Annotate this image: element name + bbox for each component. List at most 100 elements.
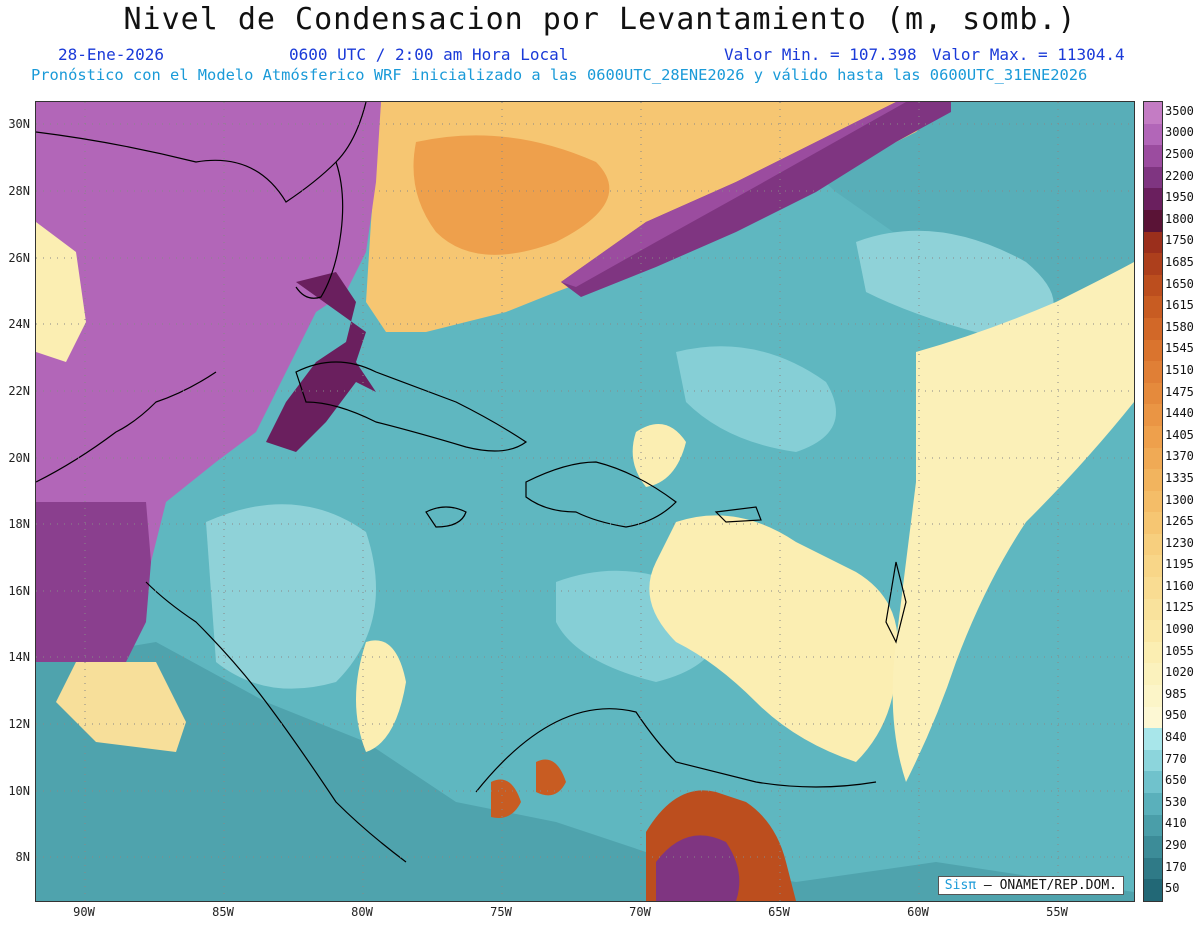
coastlines: [36, 102, 907, 863]
forecast-date: 28-Ene-2026: [58, 45, 164, 64]
color-legend: [1143, 101, 1163, 902]
lon-label: 70W: [629, 905, 651, 919]
legend-label: 1580: [1165, 319, 1194, 334]
legend-label: 410: [1165, 816, 1187, 831]
lat-label: 8N: [15, 850, 30, 864]
legend-swatch: [1144, 771, 1162, 794]
orange-core-atlantic: [413, 135, 610, 255]
legend-swatch: [1144, 317, 1162, 341]
pale-yellow-east: [649, 515, 898, 762]
graticule: [36, 102, 1134, 901]
legend-label: 3000: [1165, 125, 1194, 140]
purple-south-venezuela: [656, 835, 740, 901]
legend-label: 1440: [1165, 406, 1194, 421]
page-title: Nivel de Condensacion por Levantamiento …: [123, 2, 1077, 37]
legend-label: 1615: [1165, 298, 1194, 313]
legend-swatch: [1144, 425, 1162, 448]
legend-swatch: [1144, 706, 1162, 729]
legend-label: 1750: [1165, 233, 1194, 248]
lon-label: 75W: [490, 905, 512, 919]
pale-yellow-far-east: [892, 262, 1134, 782]
legend-label: 1475: [1165, 384, 1194, 399]
credit-logo: Sisπ: [944, 878, 977, 893]
legend-label: 170: [1165, 859, 1187, 874]
legend-swatch: [1144, 166, 1162, 189]
lon-label: 90W: [73, 905, 95, 919]
legend-swatch: [1144, 857, 1162, 880]
forecast-time: 0600 UTC / 2:00 am Hora Local: [289, 45, 569, 64]
legend-label: 1230: [1165, 535, 1194, 550]
legend-swatch: [1144, 188, 1162, 211]
legend-label: 1160: [1165, 578, 1194, 593]
pale-yellow-pacific: [56, 662, 186, 752]
legend-swatch: [1144, 274, 1162, 297]
legend-label: 1405: [1165, 427, 1194, 442]
purple-band-edge: [561, 102, 906, 287]
orange-spot-colombia-2: [536, 759, 566, 796]
legend-label: 1195: [1165, 557, 1194, 572]
legend-swatch: [1144, 382, 1162, 405]
legend-swatch: [1144, 749, 1162, 772]
max-value: Valor Max. = 11304.4: [932, 45, 1125, 64]
min-value: Valor Min. = 107.398: [724, 45, 917, 64]
legend-label: 530: [1165, 794, 1187, 809]
legend-swatch: [1144, 598, 1162, 621]
legend-swatch: [1144, 533, 1162, 556]
legend-swatch: [1144, 620, 1162, 643]
dark-purple-cuba: [266, 272, 376, 452]
legend-label: 840: [1165, 730, 1187, 745]
purple-band: [561, 102, 951, 297]
legend-swatch: [1144, 728, 1162, 751]
legend-label: 1685: [1165, 254, 1194, 269]
light-cyan-west: [206, 504, 376, 689]
legend-swatch: [1144, 447, 1162, 470]
lat-label: 16N: [8, 584, 30, 598]
legend-swatch: [1144, 663, 1162, 686]
legend-label: 2200: [1165, 168, 1194, 183]
lat-label: 18N: [8, 517, 30, 531]
legend-label: 290: [1165, 838, 1187, 852]
legend-label: 1265: [1165, 514, 1194, 529]
map-field: [36, 102, 1134, 901]
legend-label: 1090: [1165, 622, 1194, 637]
legend-swatch: [1144, 577, 1162, 600]
legend-label: 985: [1165, 686, 1187, 701]
gulf-yellow-inset: [36, 222, 86, 362]
orange-spot-colombia: [491, 779, 521, 818]
credit-text: – ONAMET/REP.DOM.: [976, 878, 1117, 893]
legend-swatch: [1144, 231, 1162, 254]
lat-label: 24N: [8, 317, 30, 331]
legend-swatch: [1144, 793, 1162, 816]
legend-swatch: [1144, 123, 1162, 146]
legend-swatch: [1144, 145, 1162, 168]
lat-label: 28N: [8, 184, 30, 198]
lcl-map: Sisπ – ONAMET/REP.DOM.: [35, 101, 1135, 902]
legend-swatch: [1144, 814, 1162, 837]
legend-swatch: [1144, 404, 1162, 427]
legend-swatch: [1144, 469, 1162, 492]
legend-label: 950: [1165, 708, 1187, 723]
legend-swatch: [1144, 209, 1162, 233]
legend-label: 1020: [1165, 665, 1194, 680]
legend-swatch: [1144, 685, 1162, 708]
legend-label: 2500: [1165, 146, 1194, 161]
legend-label: 1335: [1165, 470, 1194, 485]
legend-swatch: [1144, 490, 1162, 513]
legend-label: 1950: [1165, 190, 1194, 205]
legend-swatch: [1144, 555, 1162, 578]
lat-label: 10N: [8, 784, 30, 798]
legend-label: 3500: [1165, 103, 1194, 118]
legend-label: 1800: [1165, 211, 1194, 226]
forecast-description: Pronóstico con el Modelo Atmósferico WRF…: [31, 66, 1088, 84]
legend-label: 1510: [1165, 362, 1194, 377]
magenta-landmass: [36, 102, 381, 622]
light-cyan-central: [676, 346, 836, 452]
lat-label: 20N: [8, 451, 30, 465]
lon-label: 80W: [351, 905, 373, 919]
lat-label: 30N: [8, 117, 30, 131]
lon-label: 65W: [768, 905, 790, 919]
legend-label: 1125: [1165, 600, 1194, 615]
lon-label: 55W: [1046, 905, 1068, 919]
legend-label: 1300: [1165, 492, 1194, 507]
lat-label: 14N: [8, 650, 30, 664]
